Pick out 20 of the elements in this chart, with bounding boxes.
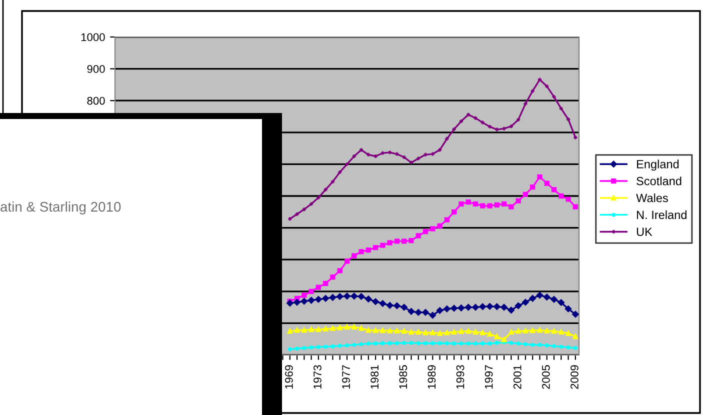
y-tick-label: 800 <box>87 96 105 105</box>
annotation: atin & Starling 2010 <box>0 202 121 214</box>
x-tick-label: 2009 <box>570 365 578 389</box>
x-tick-label: 1993 <box>456 365 464 389</box>
x-tick-label: 2001 <box>513 365 522 389</box>
x-tick-label: 1969 <box>285 365 293 389</box>
y-tick-label: 900 <box>87 65 105 73</box>
legend-label: Wales <box>636 193 668 202</box>
y-tick-label: 1000 <box>81 33 105 42</box>
legend-label: Scotland <box>636 176 682 186</box>
x-tick-label: 1977 <box>342 365 350 389</box>
x-tick-label: 1989 <box>428 365 436 389</box>
x-tick-label: 1973 <box>314 365 322 389</box>
x-tick-label: 1985 <box>399 365 408 389</box>
legend-label: England <box>637 160 679 171</box>
legend-label: N. Ireland <box>637 210 686 220</box>
legend-label: UK <box>636 228 652 236</box>
x-tick-label: 1981 <box>370 365 379 389</box>
x-tick-label: 1997 <box>484 365 493 389</box>
x-tick-label: 2005 <box>542 365 550 389</box>
